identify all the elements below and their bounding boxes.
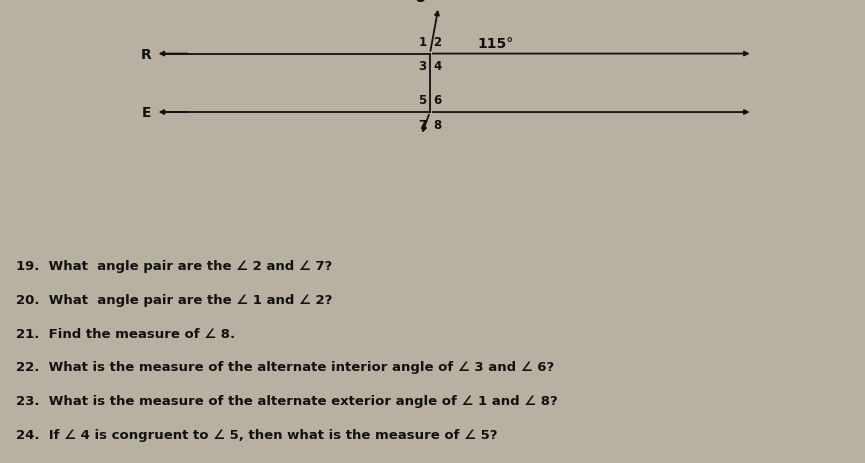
- Text: 5: 5: [419, 94, 426, 107]
- Text: 20.  What  angle pair are the ∠ 1 and ∠ 2?: 20. What angle pair are the ∠ 1 and ∠ 2?: [16, 293, 332, 306]
- Text: 22.  What is the measure of the alternate interior angle of ∠ 3 and ∠ 6?: 22. What is the measure of the alternate…: [16, 361, 554, 374]
- Text: 1: 1: [419, 36, 426, 49]
- Text: 115°: 115°: [477, 38, 514, 51]
- Text: 24.  If ∠ 4 is congruent to ∠ 5, then what is the measure of ∠ 5?: 24. If ∠ 4 is congruent to ∠ 5, then wha…: [16, 428, 497, 441]
- Text: 4: 4: [433, 60, 441, 73]
- Text: 19.  What  angle pair are the ∠ 2 and ∠ 7?: 19. What angle pair are the ∠ 2 and ∠ 7?: [16, 259, 332, 272]
- Text: U: U: [414, 0, 426, 6]
- Text: 25.  Find the measure of a pair of interior angles, ∠ 3 and ∠ 5 on the same side: 25. Find the measure of a pair of interi…: [16, 462, 756, 463]
- Text: 7: 7: [419, 119, 426, 131]
- Text: 23.  What is the measure of the alternate exterior angle of ∠ 1 and ∠ 8?: 23. What is the measure of the alternate…: [16, 394, 557, 407]
- Text: 2: 2: [433, 36, 441, 49]
- Text: 6: 6: [433, 94, 441, 107]
- Text: 3: 3: [419, 60, 426, 73]
- Text: 21.  Find the measure of ∠ 8.: 21. Find the measure of ∠ 8.: [16, 327, 234, 340]
- Text: R: R: [141, 48, 151, 62]
- Text: E: E: [142, 106, 151, 120]
- Text: 8: 8: [433, 119, 441, 131]
